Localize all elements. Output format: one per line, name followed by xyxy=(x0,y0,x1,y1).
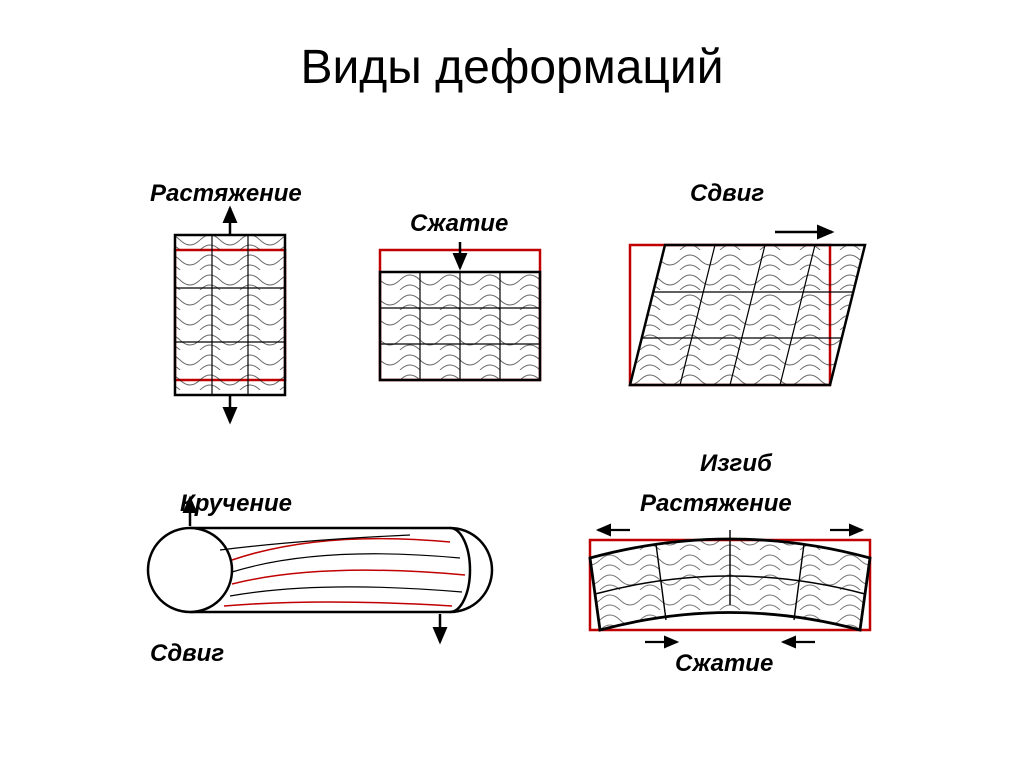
diagram-area: Растяжение Сжатие Сдвиг Кручение Сдвиг И… xyxy=(120,150,904,710)
compression-diagram xyxy=(380,242,540,380)
page-title: Виды деформаций xyxy=(0,40,1024,95)
shear-diagram xyxy=(630,232,865,385)
torsion-diagram xyxy=(148,498,492,642)
diagram-svg xyxy=(120,150,904,710)
bending-diagram xyxy=(590,530,870,642)
tension-diagram xyxy=(175,208,285,422)
